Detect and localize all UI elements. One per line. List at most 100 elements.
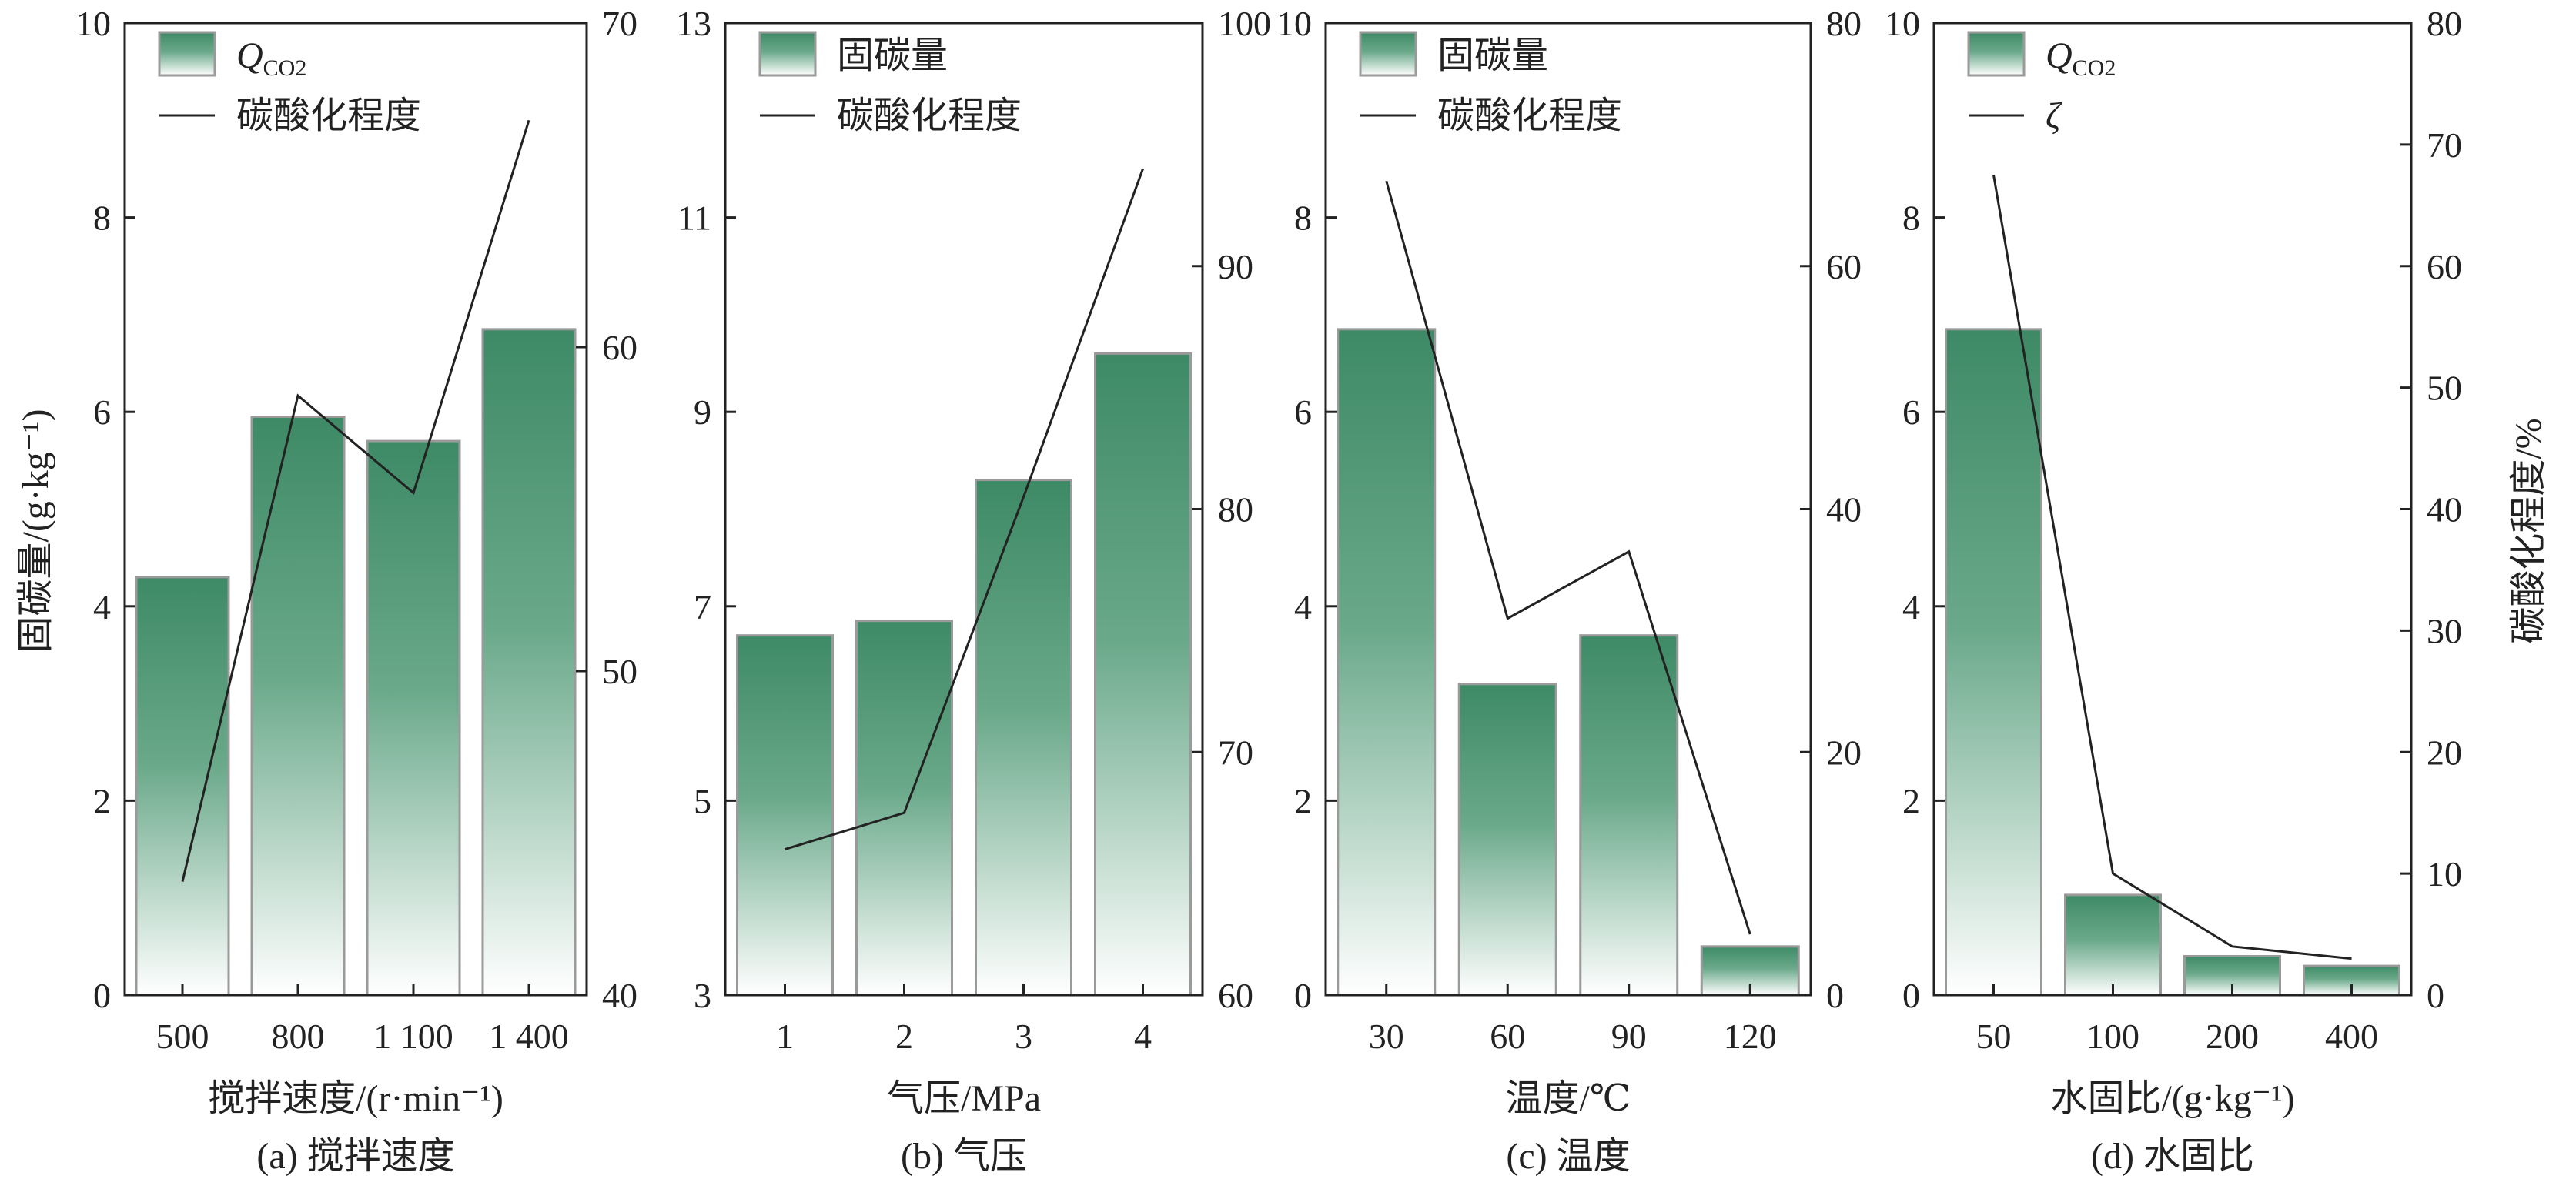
left-tick-label-3-1: 0 [1294,976,1312,1015]
right-tick-label-4-6: 50 [2427,369,2462,408]
left-tick-label-3-4: 6 [1294,392,1312,432]
right-tick-label-4-7: 60 [2427,247,2462,286]
x-tick-label-2-2: 2 [895,1017,913,1056]
legend-label-line-3: 碳酸化程度 [1437,95,1622,136]
legend-label-bar-3: 固碳量 [1437,35,1548,76]
legend-swatch-bar-1 [158,31,216,77]
left-tick-label-4-1: 0 [1902,976,1920,1015]
x-tick-label-4-1: 50 [1976,1017,2012,1056]
panel-caption-2: (b) 气压 [901,1136,1027,1177]
x-tick-label-1-1: 500 [156,1017,209,1056]
right-tick-label-4-8: 70 [2427,125,2462,165]
right-tick-label-1-3: 60 [602,328,637,367]
bar-4-2 [2064,893,2162,997]
left-y-axis-title: 固碳量/(g·kg⁻¹) [15,409,56,653]
right-tick-label-4-1: 0 [2427,976,2444,1015]
series-line-1 [181,119,530,882]
left-tick-label-4-2: 2 [1902,781,1920,820]
left-tick-label-4-3: 4 [1902,587,1920,626]
x-tick-label-4-3: 200 [2206,1017,2259,1056]
legend-label-bar-1: QCO2 [236,35,306,81]
legend-label-bar-4: QCO2 [2046,35,2116,81]
bar-1-2 [250,416,346,997]
left-tick-label-4-4: 6 [1902,392,1920,432]
chart-panel-2: 3 5 7 9 11 13 60 70 80 90 100 1 2 3 4 气压/MPa (b) 气压 固碳量碳酸… [676,4,1271,1177]
x-tick-label-2-4: 4 [1134,1017,1152,1056]
right-tick-label-2-4: 90 [1218,247,1253,286]
x-tick-label-1-4: 1 400 [489,1017,569,1056]
right-tick-label-2-5: 100 [1218,4,1271,43]
legend-label-line-4: ζ [2046,95,2063,136]
bar-2-3 [975,479,1072,997]
x-tick-label-3-4: 120 [1724,1017,1777,1056]
x-axis-title-2: 气压/MPa [887,1078,1041,1119]
left-tick-label-4-6: 10 [1885,4,1920,43]
x-tick-label-2-3: 3 [1015,1017,1032,1056]
right-tick-label-3-3: 40 [1826,490,1862,529]
panel-caption-4: (d) 水固比 [2091,1136,2254,1177]
series-line-4 [1992,175,2352,960]
series-line-2 [785,168,1144,850]
left-tick-label-2-2: 5 [694,781,711,820]
x-tick-label-3-3: 90 [1611,1017,1647,1056]
legend-swatch-bar-3 [1359,31,1417,77]
left-tick-label-3-6: 10 [1276,4,1312,43]
plot-frame-1 [123,22,588,997]
x-tick-label-1-2: 800 [272,1017,325,1056]
x-axis-title-3: 温度/℃ [1505,1078,1631,1119]
right-tick-label-4-4: 30 [2427,611,2462,650]
right-tick-label-4-2: 10 [2427,854,2462,893]
left-tick-label-2-3: 7 [694,587,711,626]
right-tick-label-3-2: 20 [1826,733,1862,772]
x-axis-title-4: 水固比/(g·kg⁻¹) [2050,1078,2294,1119]
bar-3-3 [1579,634,1679,997]
x-tick-label-3-2: 60 [1490,1017,1525,1056]
panel-caption-1: (a) 搅拌速度 [256,1136,454,1177]
x-tick-label-1-3: 1 100 [373,1017,453,1056]
series-line-3 [1385,180,1751,935]
left-tick-label-1-5: 8 [93,199,111,238]
right-tick-label-1-2: 50 [602,652,637,691]
right-tick-label-2-2: 70 [1218,733,1253,772]
chart-panel-1: 0 2 4 6 8 10 40 50 60 70 500 800 1 100 1 400 搅拌速度/(r·m… [75,4,637,1177]
bar-3-2 [1457,683,1557,997]
left-tick-label-1-3: 4 [93,587,111,626]
right-tick-label-1-4: 70 [602,4,637,43]
x-tick-label-2-1: 1 [776,1017,794,1056]
legend-label-line-2: 碳酸化程度 [837,95,1022,136]
x-tick-label-4-4: 400 [2325,1017,2378,1056]
bar-4-1 [1945,328,2042,997]
legend-label-bar-2: 固碳量 [837,35,948,76]
left-tick-label-2-1: 3 [694,976,711,1015]
bar-2-1 [736,634,834,997]
bar-3-1 [1337,328,1437,997]
right-tick-label-3-4: 60 [1826,247,1862,286]
legend-swatch-bar-4 [1967,31,2026,77]
x-tick-label-3-1: 30 [1369,1017,1404,1056]
left-tick-label-4-5: 8 [1902,199,1920,238]
right-tick-label-1-1: 40 [602,976,637,1015]
bar-1-3 [366,439,461,997]
x-axis-title-1: 搅拌速度/(r·min⁻¹) [208,1078,503,1119]
x-tick-label-4-2: 100 [2086,1017,2139,1056]
right-tick-label-4-9: 80 [2427,4,2462,43]
panel-caption-3: (c) 温度 [1506,1136,1630,1177]
left-tick-label-3-2: 2 [1294,781,1312,820]
bar-2-2 [855,620,953,997]
bar-1-1 [135,576,230,997]
right-tick-label-3-5: 80 [1826,4,1862,43]
bar-1-4 [481,328,577,997]
left-tick-label-1-2: 2 [93,781,111,820]
right-tick-label-4-5: 40 [2427,490,2462,529]
left-tick-label-1-1: 0 [93,976,111,1015]
right-y-axis-title: 碳酸化程度/% [2508,418,2549,643]
left-tick-label-1-6: 10 [75,4,111,43]
right-tick-label-2-3: 80 [1218,490,1253,529]
right-tick-label-4-3: 20 [2427,733,2462,772]
bar-2-4 [1094,352,1192,997]
left-tick-label-2-5: 11 [677,199,711,238]
left-tick-label-3-5: 8 [1294,199,1312,238]
left-tick-label-2-6: 13 [676,4,711,43]
